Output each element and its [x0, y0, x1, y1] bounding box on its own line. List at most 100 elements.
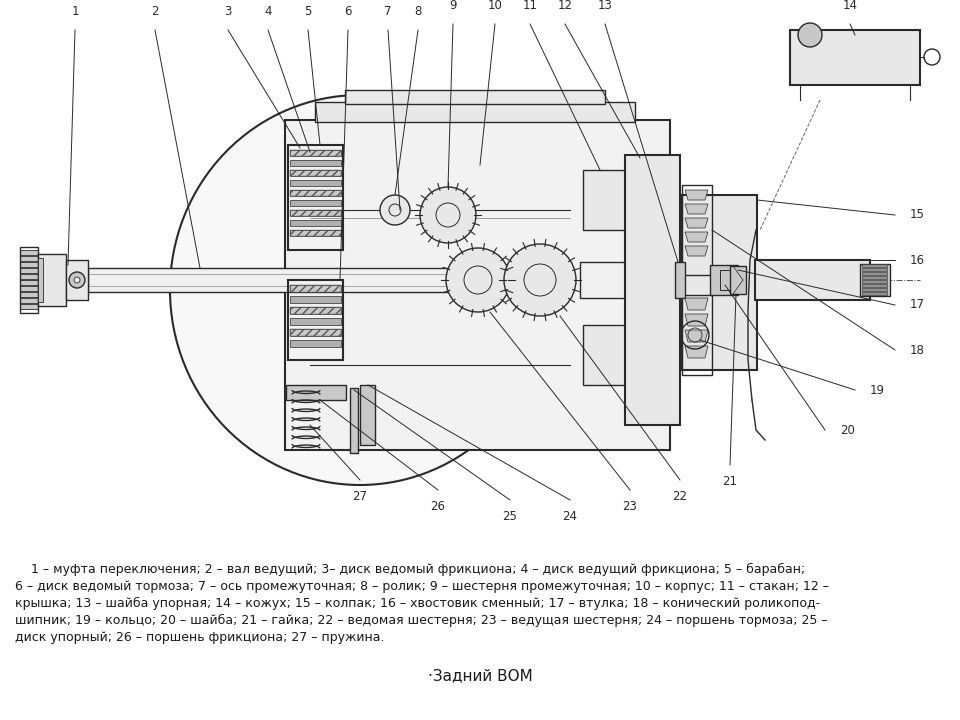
Bar	[290, 296, 341, 303]
Circle shape	[420, 187, 476, 243]
Bar	[755, 260, 870, 300]
Bar	[290, 230, 341, 236]
Text: 18: 18	[910, 343, 924, 356]
Polygon shape	[685, 246, 708, 256]
Text: 14: 14	[843, 0, 857, 12]
Bar	[583, 170, 628, 230]
Bar	[286, 385, 346, 400]
Bar	[20, 247, 38, 313]
Text: 24: 24	[563, 510, 578, 523]
Polygon shape	[685, 314, 708, 326]
Text: ·Задний ВОМ: ·Задний ВОМ	[427, 668, 533, 683]
Circle shape	[69, 272, 85, 288]
Text: 5: 5	[304, 5, 312, 18]
Bar	[290, 210, 341, 216]
Text: шипник; 19 – кольцо; 20 – шайба; 21 – гайка; 22 – ведомая шестерня; 23 – ведущая: шипник; 19 – кольцо; 20 – шайба; 21 – га…	[15, 614, 828, 627]
Text: 27: 27	[352, 490, 368, 503]
Bar	[290, 160, 341, 166]
Bar	[625, 155, 680, 425]
Bar	[860, 264, 890, 296]
Bar	[290, 318, 341, 325]
Text: 23: 23	[623, 500, 637, 513]
Bar	[285, 120, 670, 450]
Bar	[290, 190, 341, 196]
Bar	[88, 268, 570, 292]
Bar	[290, 220, 341, 226]
Bar	[20, 280, 38, 285]
Text: 20: 20	[840, 423, 854, 436]
Circle shape	[446, 248, 510, 312]
Polygon shape	[685, 232, 708, 242]
Bar	[290, 230, 341, 236]
Bar	[720, 270, 730, 290]
Bar	[290, 329, 341, 336]
Circle shape	[74, 277, 80, 283]
Ellipse shape	[170, 95, 550, 485]
Bar	[862, 288, 887, 291]
Text: 3: 3	[225, 5, 231, 18]
Bar	[630, 165, 675, 225]
Polygon shape	[685, 298, 708, 310]
Bar	[290, 200, 341, 206]
Text: 2: 2	[152, 5, 158, 18]
Bar	[290, 190, 341, 196]
Text: 25: 25	[503, 510, 517, 523]
Text: 22: 22	[673, 490, 687, 503]
Bar	[290, 285, 341, 292]
Text: 7: 7	[384, 5, 392, 18]
Bar	[20, 262, 38, 267]
Bar	[580, 262, 630, 298]
Bar	[315, 102, 635, 122]
Text: 16: 16	[910, 253, 925, 266]
Bar	[862, 264, 887, 267]
Bar	[350, 388, 358, 453]
Text: 6: 6	[345, 5, 351, 18]
Bar	[630, 355, 675, 415]
Bar	[290, 329, 341, 336]
Circle shape	[504, 244, 576, 316]
Text: 26: 26	[430, 500, 445, 513]
Text: крышка; 13 – шайба упорная; 14 – кожух; 15 – колпак; 16 – хвостовик сменный; 17 : крышка; 13 – шайба упорная; 14 – кожух; …	[15, 597, 820, 610]
Text: 8: 8	[415, 5, 421, 18]
Bar	[583, 325, 628, 385]
Bar	[290, 170, 341, 176]
Text: 1: 1	[71, 5, 79, 18]
Bar	[862, 280, 887, 283]
Polygon shape	[685, 330, 708, 342]
Text: 17: 17	[910, 299, 925, 312]
Bar	[862, 272, 887, 275]
Bar	[710, 265, 738, 295]
Polygon shape	[685, 346, 708, 358]
Bar	[66, 260, 88, 300]
Bar	[290, 340, 341, 347]
Bar	[290, 307, 341, 314]
Bar	[20, 250, 38, 255]
Bar	[290, 307, 341, 314]
Bar	[682, 185, 712, 275]
Text: 13: 13	[597, 0, 612, 12]
Bar	[290, 150, 341, 156]
Bar	[360, 385, 375, 445]
Bar	[862, 292, 887, 295]
Bar	[20, 274, 38, 279]
Circle shape	[798, 23, 822, 47]
Polygon shape	[685, 218, 708, 228]
Bar	[20, 292, 38, 297]
Bar	[790, 30, 920, 85]
Text: диск упорный; 26 – поршень фрикциона; 27 – пружина.: диск упорный; 26 – поршень фрикциона; 27…	[15, 631, 385, 644]
Bar	[38, 254, 66, 306]
Bar	[730, 266, 746, 294]
Text: 12: 12	[558, 0, 572, 12]
Bar	[290, 170, 341, 176]
Polygon shape	[685, 204, 708, 214]
Bar	[682, 195, 757, 370]
Bar	[20, 268, 38, 273]
Bar	[288, 145, 343, 250]
Bar	[20, 286, 38, 291]
Bar	[675, 262, 685, 298]
Bar	[290, 210, 341, 216]
Bar	[862, 276, 887, 279]
Bar	[290, 285, 341, 292]
Circle shape	[380, 195, 410, 225]
Text: 1 – муфта переключения; 2 – вал ведущий; 3– диск ведомый фрикциона; 4 – диск вед: 1 – муфта переключения; 2 – вал ведущий;…	[15, 563, 805, 576]
